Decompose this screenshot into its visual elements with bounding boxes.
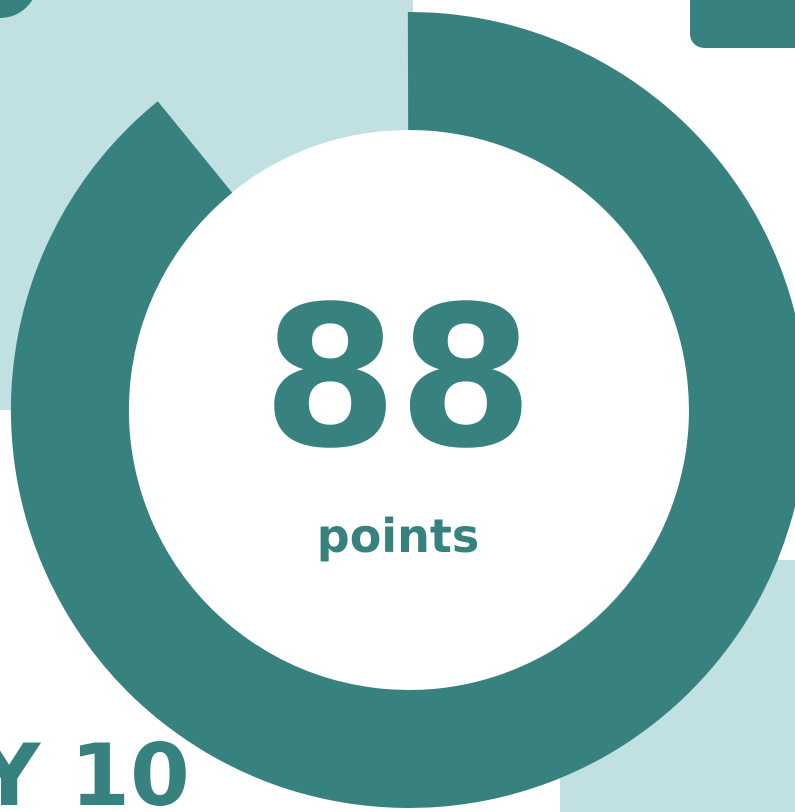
decor-shape [690, 0, 795, 48]
decor-circle [0, 0, 33, 18]
score-ring [10, 12, 795, 808]
score-unit: points [317, 509, 479, 563]
footer-text: Y 10 [0, 726, 190, 812]
ring-inner [128, 130, 688, 690]
score-value: 88 [262, 264, 533, 491]
